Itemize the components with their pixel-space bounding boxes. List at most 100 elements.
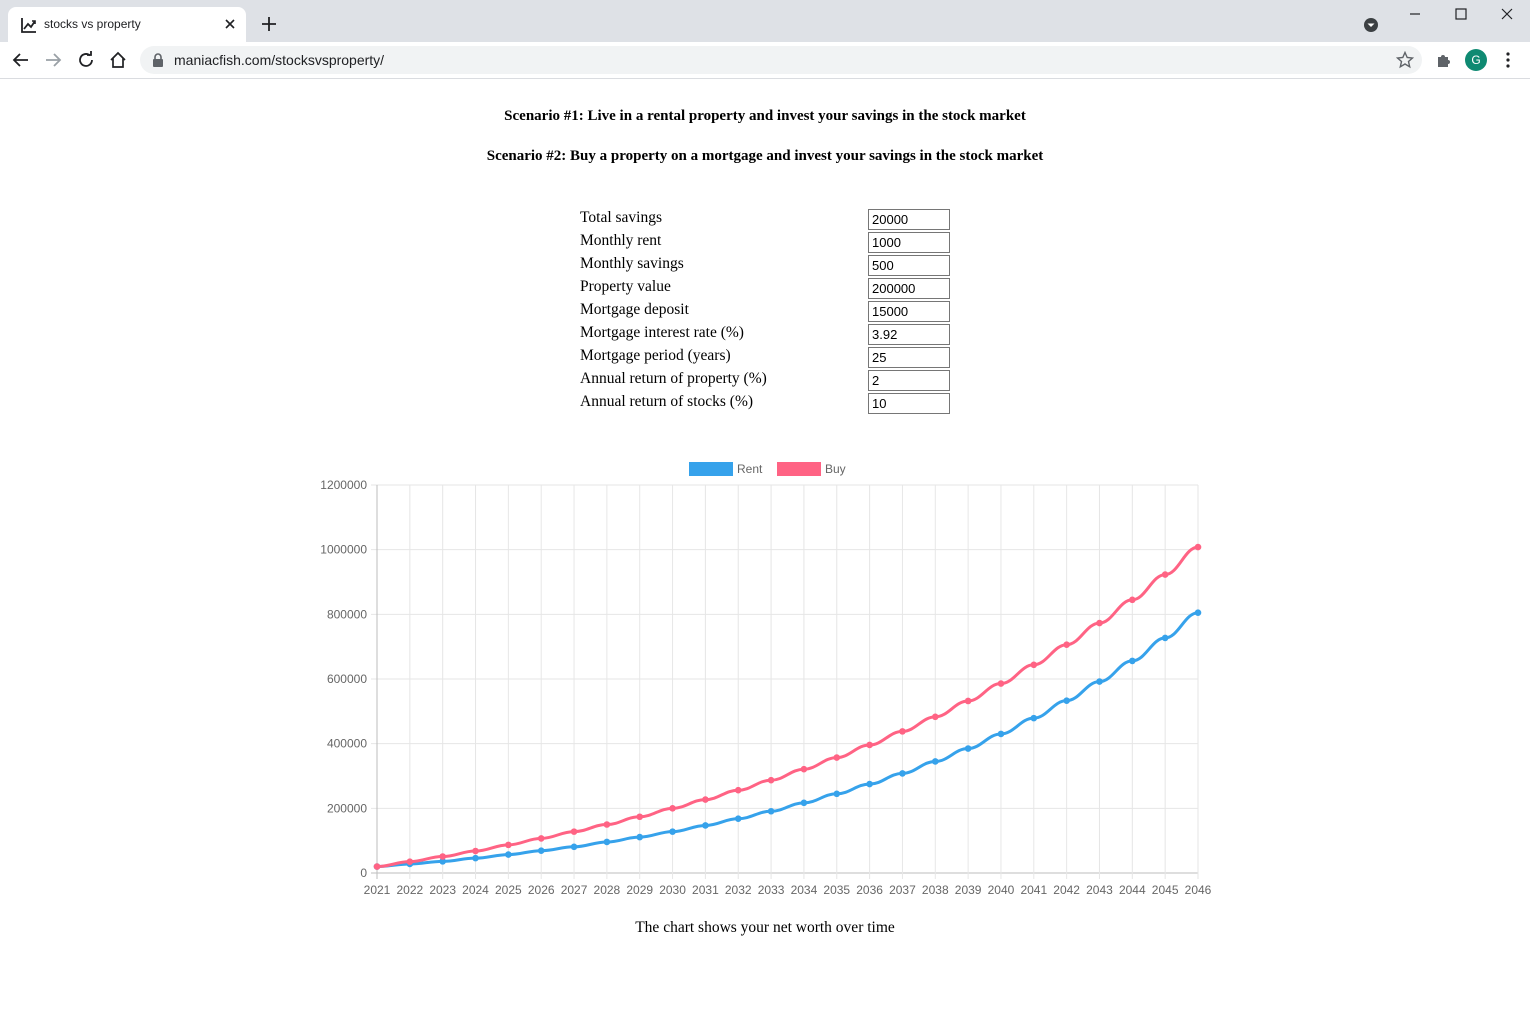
buy-data-point[interactable]: [373, 863, 381, 870]
maximize-icon[interactable]: [1453, 6, 1469, 22]
monthly-rent-input[interactable]: [868, 232, 950, 253]
minimize-icon[interactable]: [1407, 6, 1423, 22]
profile-avatar[interactable]: G: [1465, 49, 1487, 71]
scenario-1-heading: Scenario #1: Live in a rental property a…: [504, 108, 1026, 124]
x-tick-label: 2035: [823, 883, 850, 897]
x-tick-label: 2043: [1086, 883, 1113, 897]
rent-data-point[interactable]: [833, 790, 841, 798]
buy-data-point[interactable]: [800, 765, 808, 773]
rent-data-point[interactable]: [734, 815, 742, 822]
rent-data-point[interactable]: [1096, 678, 1103, 685]
monthly-savings-label: Monthly savings: [580, 255, 684, 272]
rent-data-point[interactable]: [1194, 609, 1202, 617]
rent-data-point[interactable]: [537, 847, 545, 854]
close-window-icon[interactable]: [1499, 6, 1515, 22]
stocks-return-input[interactable]: [868, 393, 950, 414]
url-text[interactable]: maniacfish.com/stocksvsproperty/: [174, 52, 385, 68]
rent-legend-swatch[interactable]: [689, 462, 733, 476]
buy-data-point[interactable]: [537, 835, 545, 842]
buy-data-point[interactable]: [899, 728, 906, 735]
property-return-input[interactable]: [868, 370, 950, 391]
rent-data-point[interactable]: [636, 833, 644, 841]
rent-data-point[interactable]: [931, 758, 939, 765]
buy-data-point[interactable]: [439, 853, 446, 860]
monthly-savings-input[interactable]: [868, 255, 950, 276]
buy-data-point[interactable]: [636, 813, 644, 821]
x-tick-label: 2025: [495, 883, 522, 897]
buy-data-point[interactable]: [1063, 641, 1070, 649]
rent-legend-label[interactable]: Rent: [737, 462, 763, 476]
rent-data-point[interactable]: [997, 730, 1005, 738]
buy-data-point[interactable]: [406, 858, 414, 865]
x-tick-label: 2040: [988, 883, 1015, 897]
buy-data-point[interactable]: [1161, 571, 1169, 578]
rent-data-point[interactable]: [505, 851, 512, 858]
buy-data-point[interactable]: [669, 805, 676, 812]
rent-data-point[interactable]: [669, 828, 676, 835]
y-tick-label: 400000: [327, 737, 367, 751]
buy-data-point[interactable]: [505, 841, 512, 849]
x-tick-label: 2046: [1185, 883, 1212, 897]
buy-data-point[interactable]: [866, 741, 873, 749]
more-menu-icon[interactable]: [1499, 51, 1517, 69]
x-tick-label: 2038: [922, 883, 949, 897]
rent-data-point[interactable]: [1161, 634, 1169, 642]
home-icon[interactable]: [109, 51, 127, 69]
buy-data-point[interactable]: [833, 754, 841, 761]
buy-legend-swatch[interactable]: [777, 462, 821, 476]
buy-data-point[interactable]: [734, 786, 742, 794]
net-worth-chart-svg[interactable]: 0 200000 400000 600000 800000 1000000 1200000 2…: [300, 455, 1230, 905]
close-tab-icon[interactable]: [222, 16, 238, 32]
scenario-2-heading: Scenario #2: Buy a property on a mortgag…: [486, 148, 1044, 164]
browser-tab[interactable]: stocks vs property: [8, 7, 246, 42]
bookmark-star-icon[interactable]: [1396, 51, 1414, 69]
buy-data-point[interactable]: [702, 796, 709, 803]
lock-icon[interactable]: [152, 53, 164, 67]
rent-data-point[interactable]: [472, 854, 479, 862]
rent-data-point[interactable]: [899, 770, 906, 777]
mortgage-interest-rate-input[interactable]: [868, 324, 950, 345]
y-tick-label: 800000: [327, 607, 367, 621]
x-tick-label: 2032: [725, 883, 752, 897]
rent-data-point[interactable]: [439, 858, 446, 865]
total-savings-input[interactable]: [868, 209, 950, 230]
buy-data-point[interactable]: [767, 776, 775, 784]
rent-data-point[interactable]: [603, 838, 611, 846]
rent-data-point[interactable]: [866, 780, 873, 788]
buy-data-point[interactable]: [964, 697, 972, 705]
rent-data-point[interactable]: [767, 807, 775, 815]
buy-data-point[interactable]: [472, 847, 479, 855]
rent-data-point[interactable]: [800, 799, 808, 807]
chart-favicon-icon: [21, 18, 36, 33]
mortgage-period-label: Mortgage period (years): [580, 347, 731, 364]
new-tab-icon[interactable]: [260, 15, 278, 33]
net-worth-chart[interactable]: 0 200000 400000 600000 800000 1000000 1200000 2…: [300, 455, 1230, 905]
mortgage-period-input[interactable]: [868, 347, 950, 368]
buy-data-point[interactable]: [570, 828, 578, 835]
buy-data-point[interactable]: [1194, 543, 1202, 551]
rent-data-point[interactable]: [1030, 714, 1038, 722]
property-value-input[interactable]: [868, 278, 950, 299]
forward-icon[interactable]: [44, 51, 62, 69]
buy-data-point[interactable]: [603, 821, 611, 828]
buy-data-point[interactable]: [1129, 596, 1136, 604]
address-bar[interactable]: maniacfish.com/stocksvsproperty/: [140, 46, 1422, 74]
mortgage-deposit-input[interactable]: [868, 301, 950, 322]
buy-data-point[interactable]: [1030, 661, 1038, 669]
buy-data-point[interactable]: [1096, 619, 1103, 627]
chart-caption: The chart shows your net worth over time: [635, 919, 895, 936]
form-row-mortgage-interest-rate: Mortgage interest rate (%): [580, 323, 960, 345]
rent-data-point[interactable]: [702, 822, 709, 829]
buy-data-point[interactable]: [931, 713, 939, 721]
extensions-puzzle-icon[interactable]: [1435, 51, 1453, 69]
tab-search-icon[interactable]: [1363, 17, 1379, 33]
rent-data-point[interactable]: [964, 745, 972, 752]
reload-icon[interactable]: [77, 51, 95, 69]
back-icon[interactable]: [12, 51, 30, 69]
buy-legend-label[interactable]: Buy: [825, 462, 846, 476]
rent-data-point[interactable]: [570, 843, 578, 851]
buy-data-point[interactable]: [997, 680, 1005, 687]
rent-data-point[interactable]: [1129, 657, 1136, 665]
form-row-property-value: Property value: [580, 277, 960, 299]
rent-data-point[interactable]: [1063, 697, 1070, 704]
